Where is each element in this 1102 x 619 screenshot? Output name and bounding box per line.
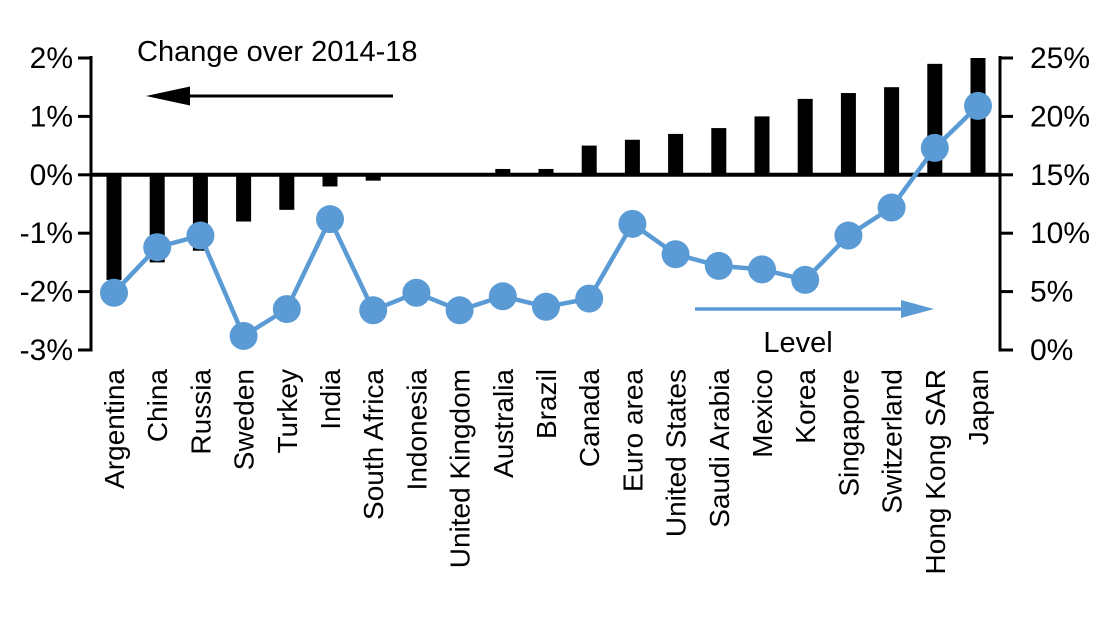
category-label-euro-area: Euro area: [617, 369, 648, 492]
bar-euro-area: [624, 139, 640, 175]
level-dot-mexico: [748, 255, 776, 284]
category-label-korea: Korea: [790, 369, 821, 444]
level-dot-united-kingdom: [445, 296, 474, 325]
axis-labels: 2% 1% 0% -1% -2% -3% 25% 20% 15% 10% 5% 0% Argentina…: [20, 42, 1090, 574]
category-label-brazil: Brazil: [531, 369, 562, 439]
category-label-united-states: United States: [661, 369, 692, 537]
left-axis-tick-label: -2%: [20, 276, 73, 309]
category-label-mexico: Mexico: [747, 369, 778, 458]
left-axis-tick-label: 1%: [30, 100, 73, 133]
right-axis-tick-label: 20%: [1030, 100, 1090, 133]
bar-south-africa: [365, 174, 381, 181]
category-label-japan: Japan: [963, 369, 994, 445]
level-dot-russia: [186, 221, 215, 250]
category-label-india: India: [315, 369, 346, 430]
level-dot-japan: [964, 91, 992, 120]
right-arrow-icon: [695, 300, 934, 318]
left-axis-tick-label: -1%: [20, 217, 73, 250]
bar-switzerland: [884, 87, 900, 175]
level-dot-argentina: [100, 278, 128, 307]
level-dot-india: [316, 205, 344, 234]
category-label-australia: Australia: [488, 369, 519, 478]
category-label-china: China: [142, 369, 173, 443]
bar-argentina: [106, 174, 122, 280]
bar-series: [106, 58, 986, 280]
bar-united-states: [668, 133, 684, 175]
right-axis-tick-label: 25%: [1030, 42, 1090, 75]
bar-australia: [495, 168, 511, 175]
left-arrow-icon: [146, 86, 393, 106]
bar-india: [322, 174, 338, 187]
category-label-indonesia: Indonesia: [401, 369, 432, 491]
right-axis-tick-label: 15%: [1030, 159, 1090, 192]
category-label-switzerland: Switzerland: [877, 369, 908, 514]
bar-brazil: [538, 168, 554, 175]
level-dot-turkey: [272, 295, 301, 324]
level-dot-canada: [575, 284, 604, 313]
bar-turkey: [279, 174, 295, 210]
category-label-sweden: Sweden: [229, 369, 260, 470]
level-dot-saudi-arabia: [704, 251, 733, 280]
level-dot-hong-kong-sar: [920, 133, 949, 162]
left-series-annotation-label: Change over 2014-18: [137, 36, 418, 68]
right-series-annotation-label: Level: [763, 327, 832, 359]
left-axis-tick-label: 2%: [30, 42, 73, 75]
level-dot-euro-area: [618, 209, 647, 238]
bar-canada: [581, 145, 597, 175]
level-dot-united-states: [661, 240, 690, 269]
category-label-russia: Russia: [185, 369, 216, 455]
category-label-hong-kong-sar: Hong Kong SAR: [920, 369, 951, 574]
category-label-turkey: Turkey: [272, 369, 303, 454]
level-dot-sweden: [229, 321, 258, 350]
level-dot-korea: [791, 265, 820, 294]
bar-saudi-arabia: [711, 128, 727, 175]
bar-singapore: [840, 93, 856, 175]
left-axis-tick-label: 0%: [30, 159, 73, 192]
category-label-singapore: Singapore: [833, 369, 864, 497]
bar-mexico: [754, 116, 770, 175]
right-axis-tick-label: 5%: [1030, 276, 1073, 309]
category-label-argentina: Argentina: [99, 369, 130, 489]
level-dot-indonesia: [402, 278, 431, 307]
level-dot-switzerland: [877, 193, 906, 222]
level-dot-brazil: [532, 292, 560, 321]
line-series: [100, 91, 992, 350]
level-dot-singapore: [834, 221, 863, 250]
right-axis-tick-label: 0%: [1030, 334, 1073, 367]
category-label-saudi-arabia: Saudi Arabia: [704, 369, 735, 528]
category-label-south-africa: South Africa: [358, 369, 389, 520]
category-label-canada: Canada: [574, 369, 605, 468]
category-label-united-kingdom: United Kingdom: [445, 369, 476, 568]
bar-korea: [797, 98, 813, 175]
level-dot-china: [143, 233, 172, 262]
level-dot-australia: [488, 282, 517, 311]
bar-sweden: [236, 174, 252, 222]
left-axis-tick-label: -3%: [20, 334, 73, 367]
right-axis-tick-label: 10%: [1030, 217, 1090, 250]
level-dot-south-africa: [359, 296, 388, 325]
